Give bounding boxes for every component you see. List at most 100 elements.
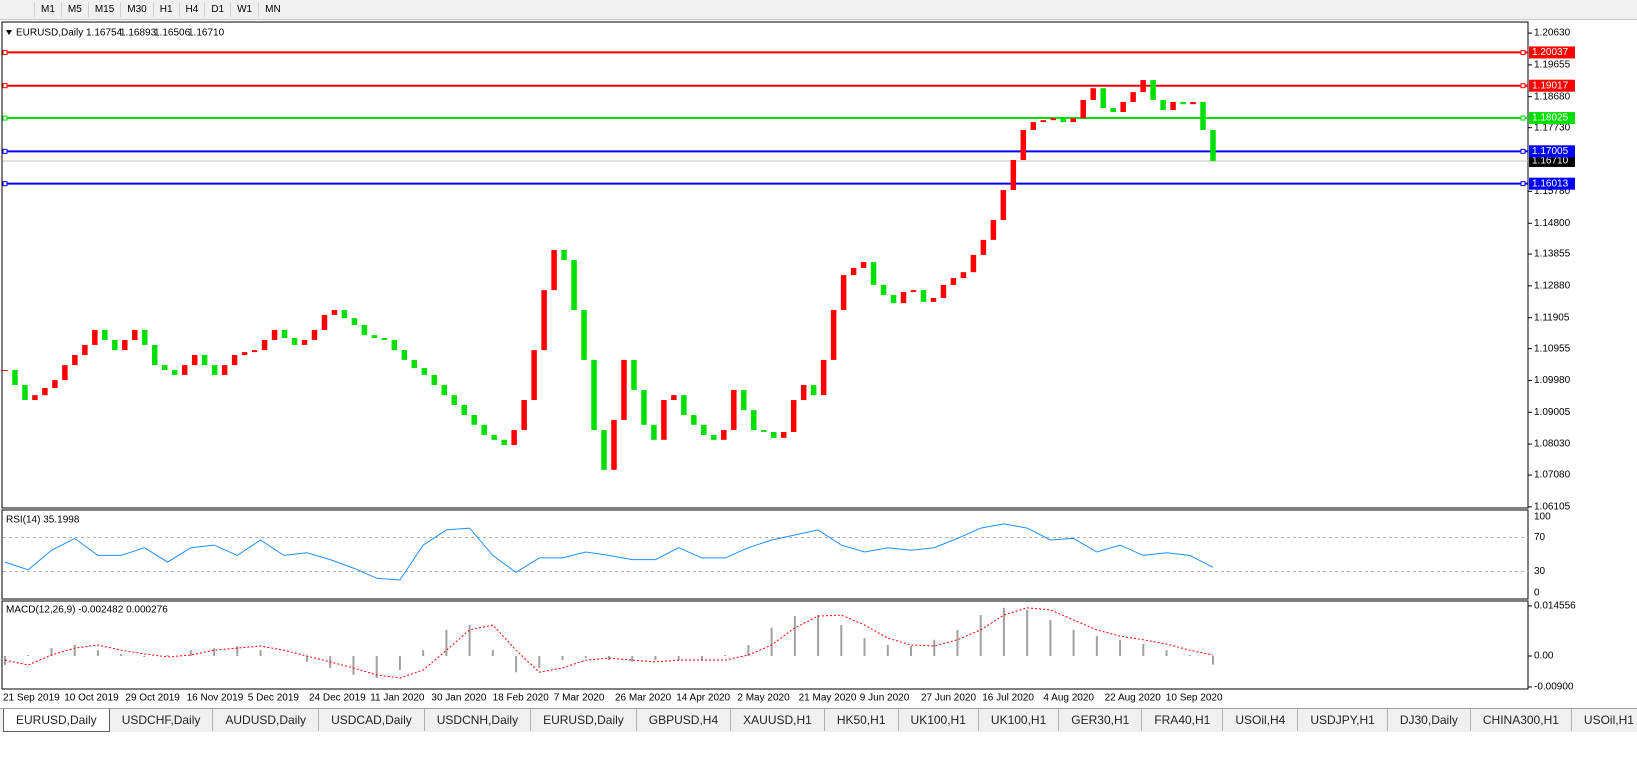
level-box — [1529, 145, 1575, 158]
candle — [72, 355, 78, 366]
candle — [691, 415, 697, 425]
candle — [441, 385, 448, 396]
chart-tab[interactable]: HK50,H1 — [825, 709, 899, 731]
candle — [201, 355, 208, 366]
candle — [461, 404, 467, 416]
candle — [830, 310, 837, 360]
timeframe-button[interactable]: MN — [258, 2, 287, 17]
y-tick-label: 1.20630 — [1534, 28, 1571, 39]
level-label: 1.18025 — [1532, 113, 1569, 124]
chart-tab[interactable]: USOil,H1 — [1572, 709, 1637, 731]
candle — [671, 395, 677, 401]
y-tick-label: -0.00900 — [1534, 682, 1574, 693]
y-tick-label: 1.12880 — [1534, 281, 1571, 292]
y-tick-label: 1.08030 — [1534, 439, 1571, 450]
candle — [800, 385, 807, 401]
candle — [760, 430, 767, 433]
candle — [711, 434, 717, 440]
candle — [1060, 118, 1066, 123]
date-label: 21 May 2020 — [799, 693, 857, 704]
candle — [311, 329, 318, 341]
chart-tab[interactable]: USDCHF,Daily — [110, 709, 214, 731]
timeframe-button[interactable]: D1 — [204, 2, 230, 17]
candle — [102, 329, 108, 341]
current-price-box — [1529, 154, 1575, 167]
candle — [970, 254, 977, 273]
chart-tab[interactable]: UK100,H1 — [979, 709, 1060, 731]
timeframe-button[interactable]: M30 — [120, 2, 152, 17]
candle — [701, 424, 707, 435]
candle — [581, 310, 587, 360]
candle — [181, 365, 188, 375]
candle — [152, 344, 158, 366]
date-label: 7 Mar 2020 — [554, 693, 605, 704]
candle — [1020, 129, 1027, 160]
chart-tab[interactable]: FRA40,H1 — [1142, 709, 1224, 731]
date-label: 10 Oct 2019 — [64, 693, 119, 704]
level-handle — [1520, 181, 1526, 187]
candle — [1210, 129, 1216, 161]
candle — [751, 410, 757, 431]
level-box — [1529, 46, 1575, 59]
date-label: 21 Sep 2019 — [3, 693, 60, 704]
level-handle — [1520, 83, 1526, 89]
chart-tab[interactable]: USOil,H4 — [1223, 709, 1299, 731]
chart-tab[interactable]: GER30,H1 — [1059, 709, 1143, 731]
candle — [381, 338, 388, 341]
date-label: 14 Apr 2020 — [676, 693, 730, 704]
timeframe-button[interactable]: W1 — [230, 2, 258, 17]
candle — [132, 329, 138, 341]
candle — [1130, 92, 1136, 102]
timeframe-button[interactable]: M1 — [34, 2, 61, 17]
candle — [241, 352, 248, 356]
level-box — [1529, 79, 1575, 92]
candle — [621, 359, 627, 420]
candle — [641, 389, 647, 425]
candle — [391, 340, 398, 351]
chart-tab[interactable]: USDJPY,H1 — [1298, 709, 1388, 731]
candle — [122, 340, 128, 351]
candle — [1150, 80, 1156, 100]
chart-tab[interactable]: XAUUSD,H1 — [731, 709, 825, 731]
candle — [22, 385, 28, 401]
y-tick-label: 1.09980 — [1534, 375, 1571, 386]
candle — [860, 262, 867, 268]
ohlc-value: 1.16506 — [154, 28, 191, 39]
timeframe-button[interactable]: M15 — [87, 2, 120, 17]
level-handle — [2, 49, 8, 55]
candle — [741, 389, 747, 411]
candle — [900, 292, 907, 304]
y-tick-label: 1.15780 — [1534, 186, 1571, 197]
timeframe-button[interactable]: M5 — [60, 2, 88, 17]
candle — [281, 329, 288, 339]
candle — [1180, 101, 1186, 105]
chart-tab[interactable]: USDCAD,Daily — [319, 709, 425, 731]
chart-tab[interactable]: EURUSD,Daily — [3, 709, 110, 732]
y-tick-label: 1.11905 — [1534, 312, 1570, 323]
candle — [52, 380, 58, 388]
chart-tab[interactable]: DJ30,Daily — [1388, 709, 1471, 731]
chart-tab[interactable]: USDCNH,Daily — [425, 709, 532, 731]
candle — [601, 430, 607, 470]
candle — [1200, 101, 1206, 130]
candle — [990, 219, 997, 240]
chart-tab[interactable]: GBPUSD,H4 — [637, 709, 732, 731]
chart-tab[interactable]: EURUSD,Daily — [531, 709, 637, 731]
candle — [1120, 101, 1126, 113]
candle — [631, 359, 637, 390]
header-arrow — [6, 30, 12, 35]
date-label: 10 Sep 2020 — [1166, 693, 1223, 704]
rsi-title: RSI(14) 35.1998 — [6, 515, 80, 526]
candle — [920, 290, 927, 302]
chart-tab[interactable]: CHINA300,H1 — [1471, 709, 1572, 731]
candle — [421, 368, 428, 375]
candle — [301, 340, 308, 345]
chart-tab[interactable]: UK100,H1 — [899, 709, 979, 731]
candle — [371, 335, 378, 339]
candle — [231, 355, 238, 366]
chart-tab[interactable]: AUDUSD,Daily — [213, 709, 320, 731]
level-box — [1529, 177, 1575, 190]
macd-panel — [1, 600, 1529, 690]
timeframe-button[interactable]: H1 — [152, 2, 179, 17]
timeframe-button[interactable]: H4 — [178, 2, 205, 17]
